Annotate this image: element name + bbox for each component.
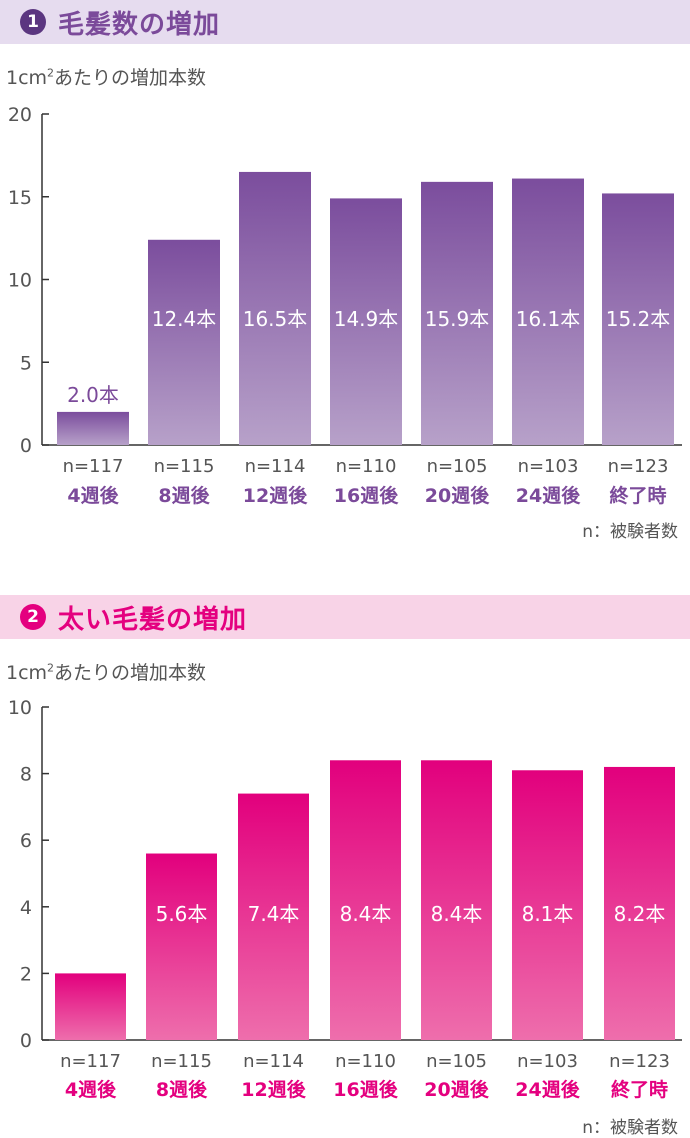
n-label: n=114 xyxy=(243,1051,304,1072)
n-label: n=110 xyxy=(336,456,397,477)
bar xyxy=(421,181,493,445)
hair-count-bar-chart: 0 5 10 15 20 2.0本 n=117 4週後 12.4本 n=115 8週後 16.5本 n=… xyxy=(8,104,682,507)
y-unit-label: 1cm2あたりの増加本数 xyxy=(6,661,207,684)
x-category-label: 8週後 xyxy=(158,484,210,507)
section-banner: 1 毛髪数の増加 xyxy=(0,0,690,44)
data-label: 8.2本 xyxy=(614,902,666,926)
bar xyxy=(239,171,311,446)
hair-count-section: 1 毛髪数の増加 1cm2あたりの増加本数 0 5 10 15 20 2.0本 n=117 4… xyxy=(0,0,690,560)
n-label: n=123 xyxy=(608,456,669,477)
n-label: n=115 xyxy=(151,1051,212,1072)
data-label: 12.4本 xyxy=(152,307,217,331)
bar xyxy=(57,411,129,445)
x-category-label: 24週後 xyxy=(516,484,581,507)
x-category-label: 終了時 xyxy=(611,1078,668,1101)
thick-hair-bar-chart: 0 2 4 6 8 10 2.0本 n=117 4週後 5.6本 n=115 8週後 7.4本 n=114… xyxy=(8,697,682,1101)
n-label: n=103 xyxy=(518,456,579,477)
bar xyxy=(330,760,401,1040)
n-label: n=103 xyxy=(517,1051,578,1072)
n-label: n=115 xyxy=(154,456,215,477)
n-label: n=105 xyxy=(426,1051,487,1072)
data-label: 2.0本 xyxy=(65,902,117,926)
bar xyxy=(421,760,492,1040)
bar xyxy=(146,853,217,1040)
data-label: 15.9本 xyxy=(425,307,490,331)
y-tick-label: 10 xyxy=(8,270,32,292)
y-tick-label: 0 xyxy=(20,435,32,457)
section-number-badge: 2 xyxy=(20,604,46,630)
footnote: n：被験者数 xyxy=(582,522,678,542)
y-tick-label: 5 xyxy=(20,352,32,374)
section-title: 太い毛髪の増加 xyxy=(58,604,248,635)
bar xyxy=(148,239,220,445)
n-label: n=117 xyxy=(60,1051,121,1072)
x-category-label: 12週後 xyxy=(243,484,308,507)
data-label: 8.1本 xyxy=(522,902,574,926)
n-label: n=105 xyxy=(427,456,488,477)
y-tick-label: 2 xyxy=(20,963,32,985)
data-label: 14.9本 xyxy=(334,307,399,331)
x-category-label: 16週後 xyxy=(334,484,399,507)
data-label: 8.4本 xyxy=(340,902,392,926)
x-category-label: 4週後 xyxy=(67,484,119,507)
footnote: n：被験者数 xyxy=(582,1118,678,1138)
data-label: 16.5本 xyxy=(243,307,308,331)
bar xyxy=(55,973,126,1040)
data-label: 5.6本 xyxy=(156,902,208,926)
x-category-label: 16週後 xyxy=(333,1078,398,1101)
n-label: n=114 xyxy=(245,456,306,477)
n-label: n=110 xyxy=(335,1051,396,1072)
section-banner: 2 太い毛髪の増加 xyxy=(0,595,690,639)
section-number-badge: 1 xyxy=(20,9,46,35)
x-category-label: 20週後 xyxy=(424,1078,489,1101)
data-label: 7.4本 xyxy=(248,902,300,926)
x-category-label: 12週後 xyxy=(241,1078,306,1101)
n-label: n=117 xyxy=(63,456,124,477)
section-title: 毛髪数の増加 xyxy=(58,9,221,40)
y-tick-label: 8 xyxy=(20,764,32,786)
n-label: n=123 xyxy=(609,1051,670,1072)
bar xyxy=(602,193,674,445)
y-tick-label: 10 xyxy=(8,697,32,719)
x-category-label: 終了時 xyxy=(609,484,666,507)
y-tick-label: 15 xyxy=(8,187,32,209)
bar xyxy=(238,793,309,1040)
x-category-label: 24週後 xyxy=(515,1078,580,1101)
data-label: 8.4本 xyxy=(431,902,483,926)
y-tick-label: 4 xyxy=(20,897,32,919)
data-label: 16.1本 xyxy=(516,307,581,331)
thick-hair-section: 2 太い毛髪の増加 1cm2あたりの増加本数 0 2 4 6 8 10 2.0本 n=117 4… xyxy=(0,595,690,1138)
y-tick-label: 0 xyxy=(20,1030,32,1052)
x-category-label: 20週後 xyxy=(425,484,490,507)
bar xyxy=(512,770,583,1040)
x-category-label: 4週後 xyxy=(65,1078,117,1101)
data-label: 2.0本 xyxy=(67,383,119,407)
x-category-label: 8週後 xyxy=(156,1078,208,1101)
bar xyxy=(512,178,584,446)
data-label: 15.2本 xyxy=(606,307,671,331)
y-unit-label: 1cm2あたりの増加本数 xyxy=(6,66,207,89)
bar xyxy=(330,198,402,445)
y-tick-label: 6 xyxy=(20,830,32,852)
bar xyxy=(604,766,675,1040)
y-tick-label: 20 xyxy=(8,104,32,126)
